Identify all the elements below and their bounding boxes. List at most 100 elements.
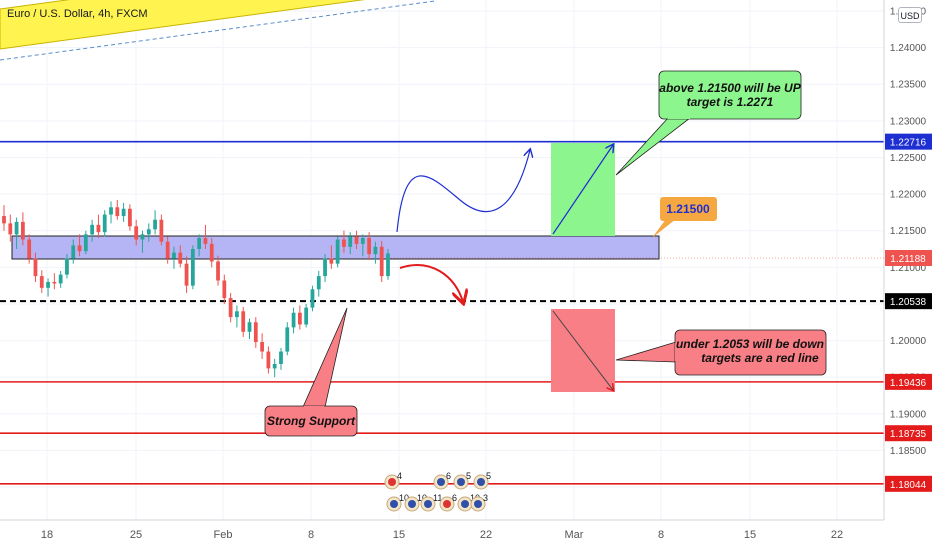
event-badge[interactable]: 10 — [386, 493, 409, 512]
candle-body — [8, 223, 13, 235]
time-tick-label: 22 — [480, 529, 492, 541]
event-badge[interactable]: 6 — [433, 471, 451, 490]
candle-body — [172, 252, 176, 259]
candle-body — [146, 229, 151, 235]
event-count: 3 — [483, 493, 488, 503]
currency-button[interactable]: USD — [898, 7, 922, 23]
candle-body — [96, 224, 101, 233]
event-badge[interactable]: 10 — [404, 493, 427, 512]
price-levels — [0, 140, 884, 485]
event-badge[interactable]: 3 — [470, 493, 488, 512]
candle-body — [197, 238, 202, 250]
target-up-arrow — [552, 145, 613, 235]
price-tick-label: 1.20000 — [890, 336, 927, 347]
candle-body — [285, 327, 290, 352]
price-tick-label: 1.24000 — [890, 43, 927, 54]
price-tags: 1.22716 1.20538 1.19436 1.18735 1.18044 — [885, 133, 932, 492]
candle-body — [58, 274, 63, 284]
candle-body — [367, 238, 372, 255]
candle-body — [2, 216, 6, 224]
level-price-tag — [885, 475, 932, 492]
event-badge[interactable]: 5 — [473, 471, 491, 490]
candle-body — [279, 351, 283, 364]
level-price-tag — [885, 373, 932, 390]
event-count: 10 — [417, 493, 427, 503]
down-note-line-1: under 1.2053 will be down — [676, 337, 824, 351]
candle-body — [360, 238, 365, 244]
candle-body — [260, 342, 264, 352]
time-tick-label: Mar — [565, 529, 584, 541]
price-tick-label: 1.23500 — [890, 80, 927, 91]
candle-body — [209, 243, 214, 262]
candle-body — [39, 276, 44, 288]
event-badge[interactable]: 4 — [384, 471, 402, 490]
candle-body — [253, 322, 258, 343]
level-price-text: 1.22716 — [890, 138, 927, 149]
candle-body — [323, 258, 327, 277]
time-tick-label: 15 — [744, 529, 756, 541]
current-price-text: 1.21188 — [890, 254, 926, 265]
candle-body — [203, 238, 208, 244]
chart-title: Euro / U.S. Dollar, 4h, FXCM — [7, 8, 148, 20]
time-tick-label: 8 — [658, 529, 664, 541]
bearish-projection-arrow — [399, 264, 463, 302]
event-badge[interactable]: 11 — [420, 493, 442, 512]
time-axis[interactable]: 18 25 Feb 8 15 22 Mar 8 15 22 — [41, 529, 843, 541]
level-label-text: 1.21500 — [666, 202, 710, 216]
event-count: 11 — [433, 493, 442, 503]
candle-body — [291, 312, 296, 328]
candle-body — [102, 214, 107, 233]
candle-body — [316, 276, 321, 290]
candle-body — [216, 261, 220, 281]
down-note-line-2: targets are a red line — [701, 351, 819, 365]
level-price-text: 1.20538 — [890, 297, 927, 308]
candle-body — [27, 239, 32, 259]
time-tick-label: 8 — [308, 529, 314, 541]
event-count: 4 — [397, 471, 402, 481]
yellow-channel — [0, 0, 436, 61]
support-note-text: Strong Support — [267, 414, 356, 428]
candle-body — [373, 246, 378, 255]
level-price-text: 1.19436 — [890, 378, 927, 389]
price-tick-label: 1.19000 — [890, 409, 927, 420]
candle-body — [379, 246, 384, 277]
candle-body — [83, 234, 88, 252]
level-label-callout: 1.21500 — [652, 197, 717, 238]
target-down-arrow — [552, 310, 613, 390]
up-note-callout: above 1.21500 will be UP target is 1.227… — [615, 70, 802, 176]
price-tick-label: 1.22500 — [890, 153, 927, 164]
candle-body — [20, 221, 25, 240]
candle-body — [247, 322, 252, 332]
candle-body — [222, 280, 227, 299]
candle-body — [335, 239, 340, 264]
candle-body — [134, 226, 139, 240]
candle-body — [329, 258, 334, 264]
candles — [2, 199, 390, 378]
candle-body — [266, 351, 271, 369]
event-badge[interactable]: 6 — [439, 493, 457, 512]
candle-body — [46, 281, 50, 288]
event-badge[interactable]: 5 — [453, 471, 471, 490]
level-price-tag — [885, 133, 932, 150]
up-note-line-2: target is 1.2271 — [687, 95, 774, 109]
candle-body — [121, 208, 126, 217]
candle-body — [310, 289, 315, 308]
candle-body — [297, 312, 302, 325]
candle-body — [190, 249, 195, 286]
candle-body — [342, 239, 346, 247]
price-tick-label: 1.22000 — [890, 190, 927, 201]
candle-body — [140, 234, 145, 240]
candle-body — [386, 253, 390, 277]
event-count: 6 — [452, 493, 457, 503]
candle-body — [241, 311, 246, 332]
candle-body — [115, 207, 120, 217]
level-price-text: 1.18044 — [890, 480, 927, 491]
time-tick-label: Feb — [214, 529, 233, 541]
candle-body — [128, 208, 132, 227]
candle-body — [33, 258, 38, 277]
economic-events[interactable]: 46551010116103 — [384, 471, 491, 512]
time-tick-label: 18 — [41, 529, 53, 541]
candle-body — [184, 263, 189, 286]
event-count: 5 — [466, 471, 471, 481]
